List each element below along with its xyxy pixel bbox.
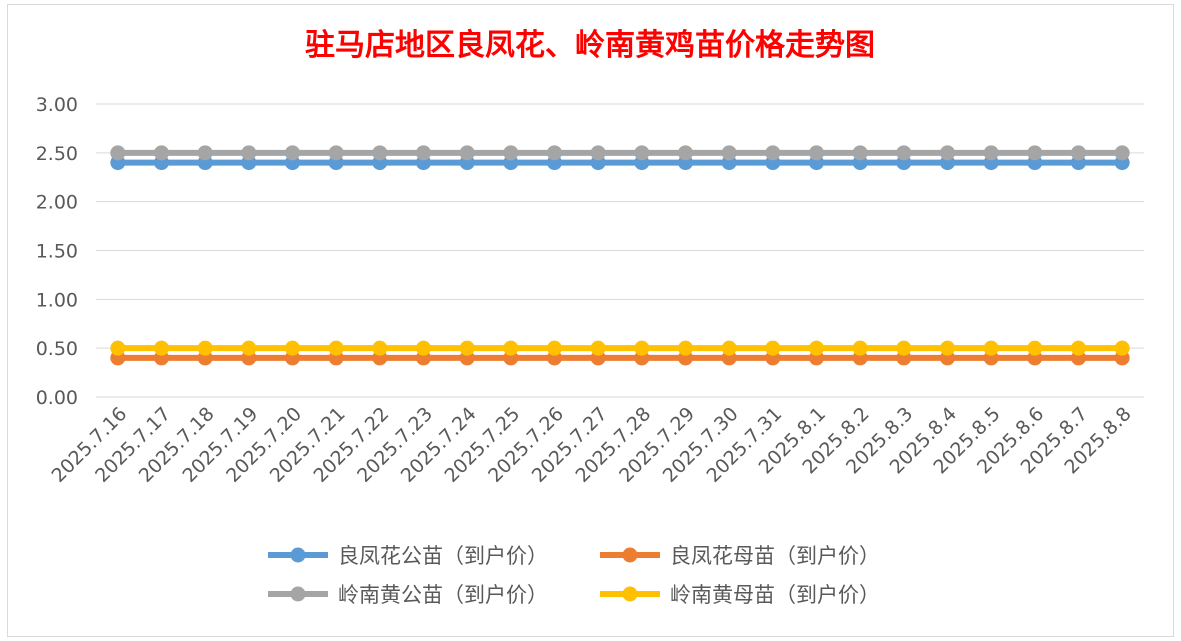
legend-label: 良凤花母苗（到户价）: [670, 544, 880, 568]
legend-swatch-marker: [290, 547, 306, 563]
data-point: [765, 340, 781, 356]
legend-swatch-marker: [290, 586, 306, 602]
data-point: [721, 145, 737, 161]
data-point: [634, 340, 650, 356]
legend-item: 良凤花母苗（到户价）: [600, 544, 880, 568]
y-tick-label: 0.00: [36, 387, 78, 409]
data-point: [328, 145, 344, 161]
data-point: [1114, 340, 1130, 356]
legend-label: 良凤花公苗（到户价）: [338, 544, 548, 568]
data-point: [416, 145, 431, 161]
y-tick-label: 3.00: [36, 94, 78, 116]
data-point: [459, 340, 475, 356]
data-point: [983, 145, 999, 161]
y-tick-label: 2.00: [36, 192, 78, 214]
legend-item: 岭南黄公苗（到户价）: [268, 583, 548, 607]
data-point: [590, 145, 606, 161]
legend-item: 岭南黄母苗（到户价）: [600, 583, 880, 607]
data-point: [547, 145, 562, 161]
data-point: [590, 340, 606, 356]
data-point: [197, 145, 213, 161]
data-point: [416, 340, 431, 356]
data-point: [285, 145, 300, 161]
legend-label: 岭南黄母苗（到户价）: [670, 583, 880, 607]
data-point: [678, 340, 693, 356]
series-4: [110, 340, 1130, 356]
data-point: [154, 340, 169, 356]
data-point: [1027, 340, 1043, 356]
data-point: [503, 145, 519, 161]
legend-swatch-marker: [622, 547, 638, 563]
y-tick-label: 1.50: [36, 241, 78, 263]
legend-label: 岭南黄公苗（到户价）: [338, 583, 548, 607]
data-point: [1114, 145, 1130, 161]
data-point: [241, 145, 257, 161]
data-point: [110, 340, 126, 356]
legend-item: 良凤花公苗（到户价）: [268, 544, 548, 568]
data-point: [1027, 145, 1043, 161]
chart-title: 驻马店地区良凤花、岭南黄鸡苗价格走势图: [305, 28, 875, 63]
y-tick-label: 0.50: [36, 338, 78, 360]
data-point: [285, 340, 300, 356]
data-point: [110, 145, 126, 161]
data-point: [765, 145, 781, 161]
y-tick-label: 1.00: [36, 289, 78, 311]
data-point: [809, 340, 824, 356]
series-lines: [110, 145, 1130, 366]
chart-border: [7, 4, 1174, 637]
data-point: [241, 340, 257, 356]
data-point: [852, 145, 868, 161]
data-point: [154, 145, 169, 161]
data-point: [372, 145, 388, 161]
y-tick-label: 2.50: [36, 143, 78, 165]
data-point: [896, 340, 912, 356]
data-point: [503, 340, 519, 356]
data-point: [197, 340, 213, 356]
data-point: [328, 340, 344, 356]
data-point: [940, 340, 955, 356]
y-axis-tick-labels: 0.00 0.50 1.00 1.50 2.00 2.50 3.00: [36, 94, 78, 409]
data-point: [1071, 145, 1086, 161]
data-point: [896, 145, 912, 161]
data-point: [459, 145, 475, 161]
legend-swatch-marker: [622, 586, 638, 602]
data-point: [634, 145, 650, 161]
data-point: [678, 145, 693, 161]
series-3: [110, 145, 1130, 161]
data-point: [809, 145, 824, 161]
data-point: [721, 340, 737, 356]
legend: 良凤花公苗（到户价） 良凤花母苗（到户价） 岭南黄公苗（到户价） 岭南黄母苗（到户价）: [268, 544, 880, 607]
data-point: [372, 340, 388, 356]
data-point: [1071, 340, 1086, 356]
data-point: [852, 340, 868, 356]
data-point: [940, 145, 955, 161]
data-point: [983, 340, 999, 356]
data-point: [547, 340, 562, 356]
